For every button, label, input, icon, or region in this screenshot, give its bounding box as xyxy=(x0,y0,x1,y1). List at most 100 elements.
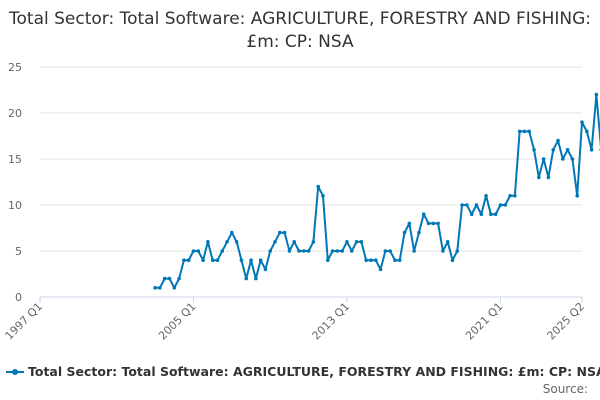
data-point[interactable] xyxy=(378,267,383,272)
data-point[interactable] xyxy=(220,249,225,253)
data-point[interactable] xyxy=(201,258,205,263)
data-point[interactable] xyxy=(565,148,570,152)
data-point[interactable] xyxy=(570,157,575,161)
data-point[interactable] xyxy=(359,240,364,244)
data-point[interactable] xyxy=(594,92,599,97)
data-point[interactable] xyxy=(349,249,354,253)
data-point[interactable] xyxy=(465,203,469,207)
data-point[interactable] xyxy=(441,249,445,253)
data-point[interactable] xyxy=(402,230,407,235)
data-point[interactable] xyxy=(196,249,201,253)
data-point[interactable] xyxy=(278,230,282,235)
data-point[interactable] xyxy=(532,148,536,152)
series-group xyxy=(153,92,600,290)
data-point[interactable] xyxy=(177,276,181,281)
y-tick-label: 0 xyxy=(15,291,22,304)
data-point[interactable] xyxy=(426,221,431,226)
data-point[interactable] xyxy=(450,258,455,263)
data-point[interactable] xyxy=(172,286,177,290)
data-point[interactable] xyxy=(345,240,349,244)
data-point[interactable] xyxy=(546,175,551,180)
data-point[interactable] xyxy=(206,240,210,244)
data-point[interactable] xyxy=(498,203,503,207)
data-point[interactable] xyxy=(575,194,579,198)
data-point[interactable] xyxy=(273,240,277,244)
y-tick-label: 10 xyxy=(8,199,22,212)
data-point[interactable] xyxy=(522,129,527,134)
data-point[interactable] xyxy=(417,230,421,235)
data-point[interactable] xyxy=(489,212,493,216)
data-point[interactable] xyxy=(268,249,273,253)
data-point[interactable] xyxy=(373,258,378,263)
data-point[interactable] xyxy=(254,276,258,281)
data-point[interactable] xyxy=(508,194,512,198)
data-point[interactable] xyxy=(330,249,335,253)
data-point[interactable] xyxy=(556,138,560,143)
data-point[interactable] xyxy=(340,249,344,253)
data-point[interactable] xyxy=(282,230,287,235)
data-point[interactable] xyxy=(513,194,517,198)
data-point[interactable] xyxy=(412,249,416,253)
data-point[interactable] xyxy=(460,203,464,207)
data-point[interactable] xyxy=(527,129,532,134)
data-point[interactable] xyxy=(517,129,522,134)
data-point[interactable] xyxy=(239,258,244,263)
data-point[interactable] xyxy=(182,258,186,263)
data-point[interactable] xyxy=(335,249,340,253)
data-point[interactable] xyxy=(316,184,320,189)
data-point[interactable] xyxy=(258,258,263,263)
data-point[interactable] xyxy=(364,258,368,263)
data-point[interactable] xyxy=(230,230,234,235)
data-point[interactable] xyxy=(292,240,297,244)
x-tick-label: 2025 Q2 xyxy=(545,300,588,343)
data-point[interactable] xyxy=(503,203,508,207)
data-point[interactable] xyxy=(287,249,292,253)
data-point[interactable] xyxy=(551,148,556,152)
data-point[interactable] xyxy=(263,267,268,272)
data-point[interactable] xyxy=(484,194,488,198)
data-point[interactable] xyxy=(249,258,253,263)
data-point[interactable] xyxy=(234,240,239,244)
data-point[interactable] xyxy=(585,129,589,134)
data-point[interactable] xyxy=(311,240,316,244)
data-point[interactable] xyxy=(153,286,157,290)
data-point[interactable] xyxy=(474,203,479,207)
data-point[interactable] xyxy=(469,212,474,216)
data-point[interactable] xyxy=(186,258,191,263)
data-point[interactable] xyxy=(383,249,388,253)
data-point[interactable] xyxy=(580,120,584,124)
data-point[interactable] xyxy=(167,276,172,281)
legend[interactable]: Total Sector: Total Software: AGRICULTUR… xyxy=(6,364,600,379)
data-point[interactable] xyxy=(493,212,498,216)
data-point[interactable] xyxy=(158,286,162,290)
data-point[interactable] xyxy=(397,258,402,263)
data-point[interactable] xyxy=(436,221,440,226)
data-point[interactable] xyxy=(225,240,229,244)
data-point[interactable] xyxy=(393,258,397,263)
data-point[interactable] xyxy=(421,212,426,216)
data-point[interactable] xyxy=(479,212,484,216)
data-point[interactable] xyxy=(407,221,412,226)
data-point[interactable] xyxy=(297,249,301,253)
data-point[interactable] xyxy=(537,175,541,180)
data-point[interactable] xyxy=(445,240,450,244)
data-point[interactable] xyxy=(210,258,215,263)
data-point[interactable] xyxy=(325,258,330,263)
data-point[interactable] xyxy=(388,249,392,253)
x-tick-label: 2013 Q1 xyxy=(310,300,353,343)
data-point[interactable] xyxy=(369,258,373,263)
data-point[interactable] xyxy=(306,249,311,253)
data-point[interactable] xyxy=(354,240,359,244)
data-point[interactable] xyxy=(455,249,460,253)
data-point[interactable] xyxy=(215,258,220,263)
data-point[interactable] xyxy=(431,221,436,226)
data-point[interactable] xyxy=(561,157,565,161)
data-point[interactable] xyxy=(244,276,249,281)
data-point[interactable] xyxy=(162,276,167,281)
data-point[interactable] xyxy=(191,249,196,253)
data-point[interactable] xyxy=(302,249,306,253)
data-point[interactable] xyxy=(541,157,546,161)
legend-swatch xyxy=(6,367,24,377)
data-point[interactable] xyxy=(321,194,325,198)
data-point[interactable] xyxy=(589,148,594,152)
